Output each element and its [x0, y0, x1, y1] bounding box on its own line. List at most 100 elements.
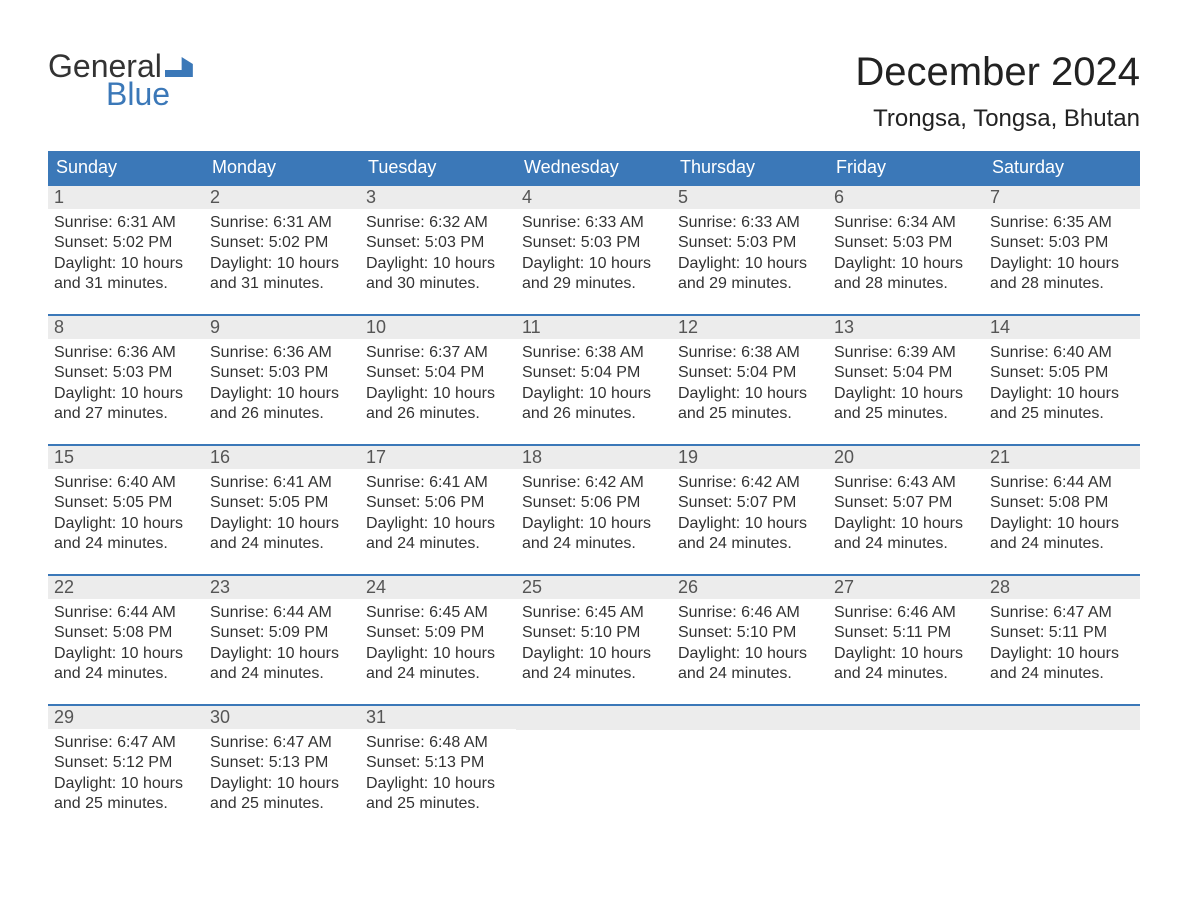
- calendar-day-cell: 29Sunrise: 6:47 AMSunset: 5:12 PMDayligh…: [48, 706, 204, 834]
- calendar-day-cell: 17Sunrise: 6:41 AMSunset: 5:06 PMDayligh…: [360, 446, 516, 574]
- sunrise-line: Sunrise: 6:47 AM: [54, 733, 198, 753]
- sunrise-line: Sunrise: 6:32 AM: [366, 213, 510, 233]
- page-title: December 2024: [855, 50, 1140, 95]
- day-number: 1: [48, 186, 204, 209]
- day-body: Sunrise: 6:42 AMSunset: 5:06 PMDaylight:…: [516, 469, 672, 561]
- sunrise-line: Sunrise: 6:41 AM: [366, 473, 510, 493]
- day-number: 12: [672, 316, 828, 339]
- daylight-line-1: Daylight: 10 hours: [366, 644, 510, 664]
- day-body: [828, 730, 984, 740]
- sunset-line: Sunset: 5:04 PM: [522, 363, 666, 383]
- daylight-line-2: and 25 minutes.: [678, 404, 822, 424]
- day-body: Sunrise: 6:34 AMSunset: 5:03 PMDaylight:…: [828, 209, 984, 301]
- sunrise-line: Sunrise: 6:45 AM: [522, 603, 666, 623]
- daylight-line-1: Daylight: 10 hours: [210, 514, 354, 534]
- sunset-line: Sunset: 5:11 PM: [834, 623, 978, 643]
- daylight-line-2: and 25 minutes.: [990, 404, 1134, 424]
- daylight-line-1: Daylight: 10 hours: [990, 254, 1134, 274]
- calendar-header-cell: Sunday: [48, 151, 204, 184]
- calendar-header-row: SundayMondayTuesdayWednesdayThursdayFrid…: [48, 151, 1140, 184]
- day-body: Sunrise: 6:32 AMSunset: 5:03 PMDaylight:…: [360, 209, 516, 301]
- day-number: 24: [360, 576, 516, 599]
- daylight-line-1: Daylight: 10 hours: [990, 514, 1134, 534]
- sunset-line: Sunset: 5:08 PM: [990, 493, 1134, 513]
- daylight-line-1: Daylight: 10 hours: [366, 514, 510, 534]
- calendar-day-cell: 15Sunrise: 6:40 AMSunset: 5:05 PMDayligh…: [48, 446, 204, 574]
- sunrise-line: Sunrise: 6:47 AM: [990, 603, 1134, 623]
- day-number: 8: [48, 316, 204, 339]
- calendar-header-cell: Monday: [204, 151, 360, 184]
- sunset-line: Sunset: 5:05 PM: [990, 363, 1134, 383]
- daylight-line-2: and 29 minutes.: [522, 274, 666, 294]
- calendar-week-row: 29Sunrise: 6:47 AMSunset: 5:12 PMDayligh…: [48, 704, 1140, 834]
- daylight-line-2: and 29 minutes.: [678, 274, 822, 294]
- daylight-line-1: Daylight: 10 hours: [54, 384, 198, 404]
- daylight-line-1: Daylight: 10 hours: [834, 254, 978, 274]
- sunset-line: Sunset: 5:06 PM: [522, 493, 666, 513]
- daylight-line-1: Daylight: 10 hours: [210, 644, 354, 664]
- sunset-line: Sunset: 5:03 PM: [210, 363, 354, 383]
- daylight-line-1: Daylight: 10 hours: [366, 774, 510, 794]
- daylight-line-1: Daylight: 10 hours: [834, 644, 978, 664]
- daylight-line-1: Daylight: 10 hours: [522, 384, 666, 404]
- calendar-day-cell: 23Sunrise: 6:44 AMSunset: 5:09 PMDayligh…: [204, 576, 360, 704]
- daylight-line-1: Daylight: 10 hours: [366, 254, 510, 274]
- sunrise-line: Sunrise: 6:38 AM: [522, 343, 666, 363]
- logo-flag-icon: [165, 57, 193, 77]
- day-body: [984, 730, 1140, 740]
- day-number: 19: [672, 446, 828, 469]
- calendar-day-cell: 9Sunrise: 6:36 AMSunset: 5:03 PMDaylight…: [204, 316, 360, 444]
- daylight-line-2: and 31 minutes.: [54, 274, 198, 294]
- header-area: General Blue December 2024 Trongsa, Tong…: [48, 50, 1140, 133]
- day-body: Sunrise: 6:31 AMSunset: 5:02 PMDaylight:…: [48, 209, 204, 301]
- sunrise-line: Sunrise: 6:35 AM: [990, 213, 1134, 233]
- daylight-line-1: Daylight: 10 hours: [834, 514, 978, 534]
- sunrise-line: Sunrise: 6:33 AM: [522, 213, 666, 233]
- daylight-line-1: Daylight: 10 hours: [522, 514, 666, 534]
- day-body: Sunrise: 6:44 AMSunset: 5:09 PMDaylight:…: [204, 599, 360, 691]
- calendar-day-cell: 8Sunrise: 6:36 AMSunset: 5:03 PMDaylight…: [48, 316, 204, 444]
- sunrise-line: Sunrise: 6:36 AM: [54, 343, 198, 363]
- sunrise-line: Sunrise: 6:47 AM: [210, 733, 354, 753]
- day-number: 16: [204, 446, 360, 469]
- sunrise-line: Sunrise: 6:46 AM: [834, 603, 978, 623]
- daylight-line-1: Daylight: 10 hours: [54, 774, 198, 794]
- calendar-header-cell: Thursday: [672, 151, 828, 184]
- sunset-line: Sunset: 5:13 PM: [366, 753, 510, 773]
- calendar-day-cell: [984, 706, 1140, 834]
- day-number: 2: [204, 186, 360, 209]
- calendar-header-cell: Wednesday: [516, 151, 672, 184]
- sunset-line: Sunset: 5:02 PM: [54, 233, 198, 253]
- daylight-line-2: and 24 minutes.: [834, 664, 978, 684]
- daylight-line-1: Daylight: 10 hours: [678, 254, 822, 274]
- sunset-line: Sunset: 5:09 PM: [210, 623, 354, 643]
- sunrise-line: Sunrise: 6:31 AM: [54, 213, 198, 233]
- sunset-line: Sunset: 5:08 PM: [54, 623, 198, 643]
- calendar-day-cell: 7Sunrise: 6:35 AMSunset: 5:03 PMDaylight…: [984, 186, 1140, 314]
- sunrise-line: Sunrise: 6:40 AM: [990, 343, 1134, 363]
- sunset-line: Sunset: 5:11 PM: [990, 623, 1134, 643]
- sunset-line: Sunset: 5:04 PM: [678, 363, 822, 383]
- daylight-line-2: and 25 minutes.: [210, 794, 354, 814]
- calendar-day-cell: 4Sunrise: 6:33 AMSunset: 5:03 PMDaylight…: [516, 186, 672, 314]
- sunset-line: Sunset: 5:03 PM: [990, 233, 1134, 253]
- day-body: Sunrise: 6:33 AMSunset: 5:03 PMDaylight:…: [672, 209, 828, 301]
- calendar-header-cell: Tuesday: [360, 151, 516, 184]
- day-number: [984, 706, 1140, 730]
- daylight-line-1: Daylight: 10 hours: [522, 254, 666, 274]
- sunset-line: Sunset: 5:07 PM: [678, 493, 822, 513]
- day-number: 18: [516, 446, 672, 469]
- daylight-line-2: and 24 minutes.: [210, 534, 354, 554]
- day-body: [516, 730, 672, 740]
- calendar-day-cell: 18Sunrise: 6:42 AMSunset: 5:06 PMDayligh…: [516, 446, 672, 574]
- calendar-week-row: 8 Sunrise: 6:36 AM Sunset: 5:03 PM Daylight…: [48, 314, 1140, 444]
- daylight-line-1: Daylight: 10 hours: [366, 384, 510, 404]
- day-body: Sunrise: 6:40 AMSunset: 5:05 PMDaylight:…: [984, 339, 1140, 431]
- sunset-line: Sunset: 5:04 PM: [366, 363, 510, 383]
- calendar-day-cell: 19Sunrise: 6:42 AMSunset: 5:07 PMDayligh…: [672, 446, 828, 574]
- calendar-day-cell: 10Sunrise: 6:37 AMSunset: 5:04 PMDayligh…: [360, 316, 516, 444]
- day-body: Sunrise: 6:45 AMSunset: 5:09 PMDaylight:…: [360, 599, 516, 691]
- day-body: Sunrise: 6:39 AMSunset: 5:04 PMDaylight:…: [828, 339, 984, 431]
- title-block: December 2024 Trongsa, Tongsa, Bhutan: [855, 50, 1140, 133]
- sunset-line: Sunset: 5:03 PM: [678, 233, 822, 253]
